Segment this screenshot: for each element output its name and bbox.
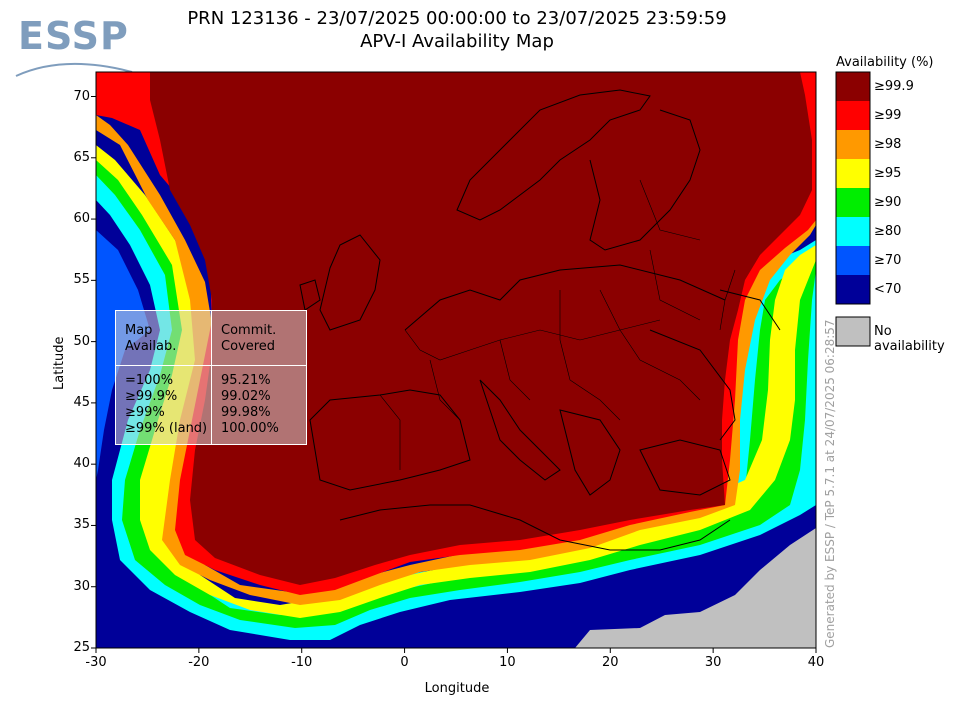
- x-tick-label: -20: [188, 655, 210, 670]
- legend-swatch: [836, 101, 870, 130]
- stats-header-availab: Availab.: [125, 339, 177, 354]
- x-tick-label: 0: [400, 655, 409, 670]
- region-999: [150, 72, 812, 585]
- legend-no-availability-label: No availability: [874, 324, 945, 354]
- x-axis-label: Longitude: [424, 681, 490, 696]
- region-80: [96, 160, 816, 640]
- legend-label: ≥99.9: [874, 79, 914, 94]
- legend-title: Availability (%): [836, 55, 934, 70]
- x-tick-label: 30: [704, 655, 722, 670]
- x-tick-label: -30: [85, 655, 107, 670]
- legend-no-availability-swatch: [835, 316, 871, 347]
- generated-by-note: Generated by ESSP / TeP 5.7.1 at 24/07/2…: [823, 319, 837, 648]
- y-tick-label: 55: [73, 272, 90, 288]
- plot-frame: [95, 71, 817, 649]
- y-tick-label: 35: [73, 517, 90, 533]
- x-tick-label: 10: [499, 655, 516, 670]
- legend-label: ≥70: [874, 253, 902, 268]
- y-tick-label: 30: [73, 578, 90, 594]
- stats-row-value: 99.02%: [221, 389, 271, 404]
- legend-label: ≥99: [874, 108, 902, 123]
- stats-header-covered: Covered: [221, 339, 276, 354]
- logo-swoosh-icon: [15, 62, 133, 77]
- stats-row-label: =100%: [125, 373, 174, 388]
- stats-header-map: Map: [125, 323, 153, 338]
- legend-swatch: [836, 72, 870, 101]
- x-tick-label: -10: [291, 655, 313, 670]
- coastlines: [299, 89, 781, 551]
- y-tick-label: 60: [73, 211, 90, 227]
- legend-label: <70: [874, 282, 902, 297]
- legend-swatch: [836, 217, 870, 246]
- region-no-availability: [575, 528, 816, 648]
- y-tick-label: 45: [73, 394, 90, 410]
- stats-row-label: ≥99%: [125, 405, 165, 420]
- stats-row-value: 100.00%: [221, 421, 279, 436]
- y-tick-marks: [91, 96, 96, 649]
- legend-swatch: [836, 130, 870, 159]
- y-tick-label: 70: [73, 88, 90, 104]
- y-tick-label: 50: [73, 333, 90, 349]
- essp-logo: ESSP: [14, 14, 134, 80]
- y-axis-label: Latitude: [52, 336, 67, 390]
- map-title-line1: PRN 123136 - 23/07/2025 00:00:00 to 23/0…: [187, 8, 727, 29]
- legend-label: ≥80: [874, 224, 902, 239]
- map-title-line2: APV-I Availability Map: [360, 31, 554, 52]
- legend-label: ≥90: [874, 195, 902, 210]
- legend-swatch: [836, 159, 870, 188]
- legend-swatch: [836, 188, 870, 217]
- legend-label: ≥98: [874, 137, 902, 152]
- legend-frame: [835, 71, 871, 305]
- stats-box-divider-horizontal: [116, 365, 306, 366]
- legend-swatch: [836, 275, 870, 304]
- x-tick-label: 40: [807, 655, 825, 670]
- x-tick-marks: [95, 648, 817, 653]
- legend-label: ≥95: [874, 166, 902, 181]
- stats-row-label: ≥99.9%: [125, 389, 178, 404]
- stats-row-value: 95.21%: [221, 373, 271, 388]
- stats-row-value: 99.98%: [221, 405, 271, 420]
- stats-header-commit: Commit.: [221, 323, 277, 338]
- region-90: [96, 155, 816, 628]
- legend-color-scale: [835, 71, 871, 305]
- stats-box-divider-vertical: [211, 311, 212, 444]
- y-tick-label: 65: [73, 149, 90, 165]
- y-tick-label: 25: [73, 640, 90, 655]
- stats-row-label: ≥99% (land): [125, 421, 208, 436]
- availability-stats-box: Map Availab. Commit. Covered =100% ≥99.9…: [115, 310, 307, 445]
- country-borders: [379, 179, 736, 470]
- x-tick-label: 20: [602, 655, 619, 670]
- map-plot-area: [96, 72, 816, 648]
- logo-text: ESSP: [18, 14, 129, 58]
- legend-swatch: [836, 246, 870, 275]
- y-tick-label: 40: [73, 456, 90, 472]
